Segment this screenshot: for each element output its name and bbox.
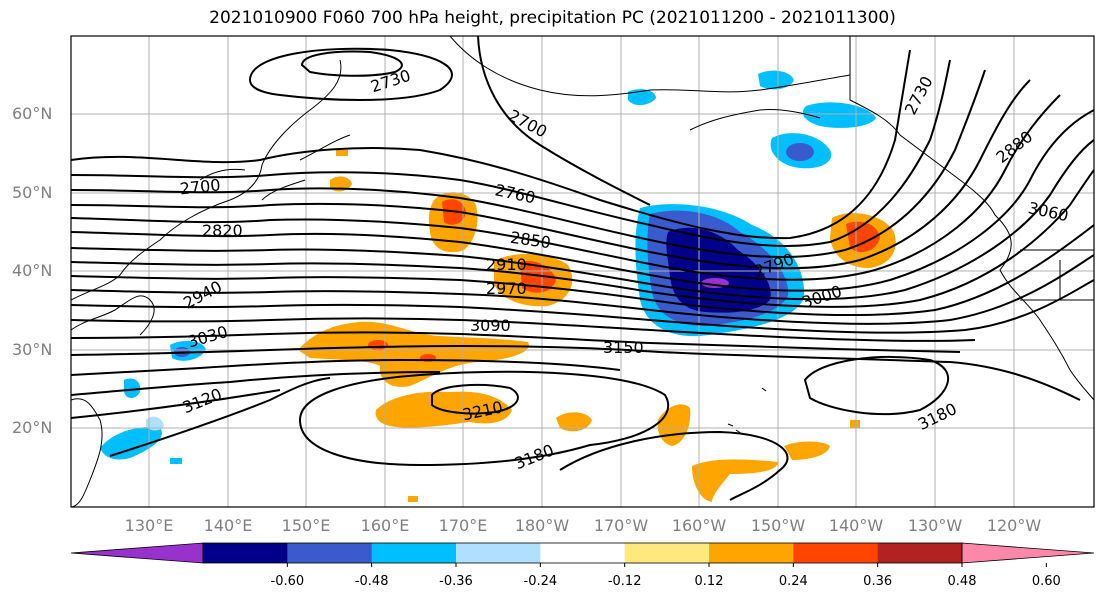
colorbar <box>70 542 1095 567</box>
colorbar-segment <box>371 543 457 563</box>
lat-label: 50°N <box>12 183 53 202</box>
lat-label: 20°N <box>12 418 53 437</box>
contour-label: 2970 <box>486 279 527 298</box>
lon-label: 180°W <box>514 516 570 535</box>
contour-label: 3090 <box>470 316 511 335</box>
contour-label: 2700 <box>179 175 221 198</box>
lon-label: 150°E <box>281 516 331 535</box>
lon-label: 120°W <box>986 516 1042 535</box>
lat-label: 60°N <box>12 104 53 123</box>
contour-label: 3150 <box>603 338 644 357</box>
lat-label: 40°N <box>12 261 53 280</box>
colorbar-segment <box>287 543 373 563</box>
colorbar-tick-label: -0.12 <box>607 574 642 589</box>
colorbar-tick-label: 0.12 <box>694 574 724 589</box>
contour-label: 2910 <box>486 255 527 274</box>
lon-label: 160°E <box>360 516 410 535</box>
colorbar-tick-label: 0.24 <box>778 574 808 589</box>
lon-label: 170°E <box>438 516 488 535</box>
lon-label: 130°E <box>124 516 174 535</box>
colorbar-segment <box>203 543 288 563</box>
colorbar-tick-label: 0.60 <box>1031 574 1061 589</box>
colorbar-outline <box>202 542 963 564</box>
lon-label: 130°W <box>907 516 963 535</box>
colorbar-segment <box>877 543 963 563</box>
lon-label: 170°W <box>593 516 649 535</box>
colorbar-extend-low <box>70 542 204 564</box>
colorbar-extend-high <box>961 542 1095 564</box>
lon-label: 150°W <box>750 516 806 535</box>
colorbar-segment <box>456 543 541 563</box>
page-title: 2021010900 F060 700 hPa height, precipit… <box>209 8 896 28</box>
colorbar-segment <box>709 543 794 563</box>
colorbar-tick-label: -0.48 <box>354 574 389 589</box>
lat-label: 30°N <box>12 340 53 359</box>
precip-shading-positive <box>298 150 896 502</box>
graticule <box>71 36 1094 507</box>
map-frame <box>70 35 1095 508</box>
colorbar-tick-label: -0.36 <box>439 574 473 589</box>
contour-label: 2820 <box>202 221 243 240</box>
colorbar-tick-label: 0.36 <box>863 574 893 589</box>
lon-label: 140°W <box>828 516 884 535</box>
colorbar-segment <box>540 543 626 563</box>
colorbar-segment <box>793 543 879 563</box>
colorbar-segment <box>624 543 710 563</box>
lon-label: 140°E <box>203 516 253 535</box>
lon-label: 160°W <box>671 516 727 535</box>
colorbar-tick-label: -0.60 <box>270 574 305 589</box>
colorbar-tick-label: -0.24 <box>523 574 558 589</box>
colorbar-tick-label: 0.48 <box>947 574 977 589</box>
height-contours <box>71 36 1094 501</box>
